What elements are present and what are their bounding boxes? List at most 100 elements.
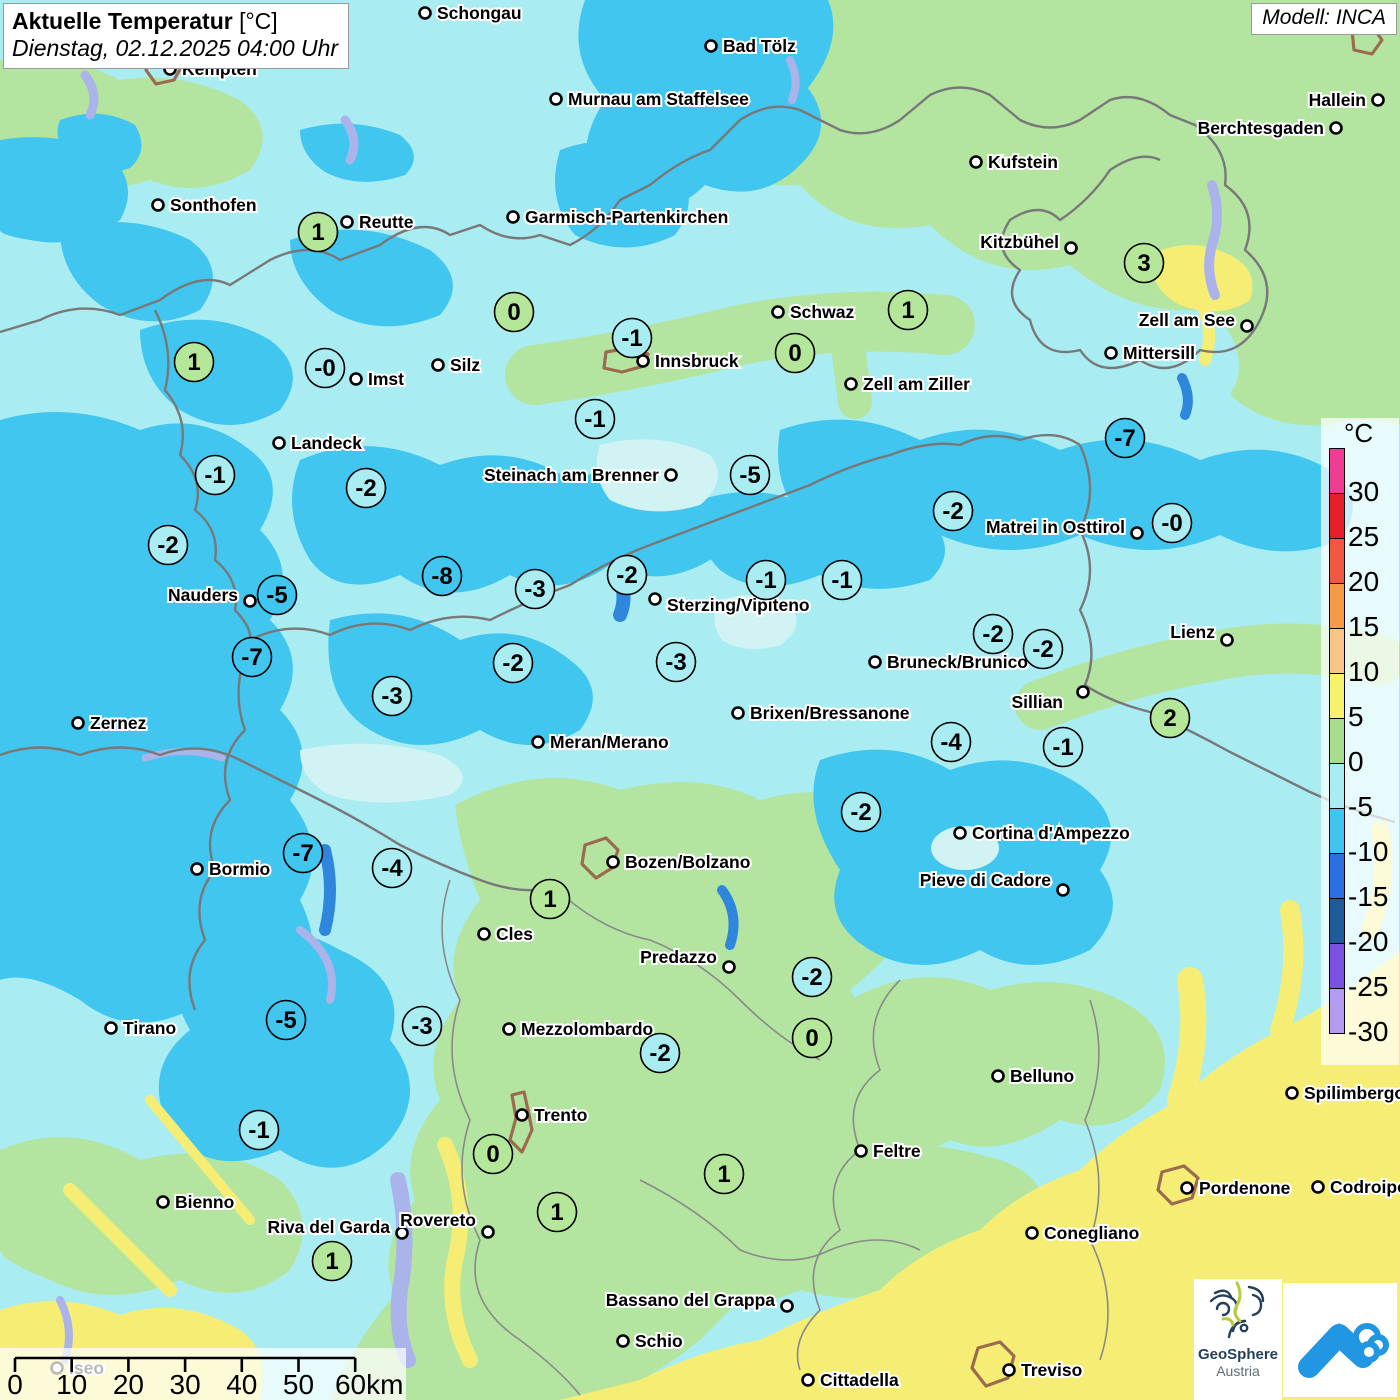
temp-bubble-value: 1 — [187, 349, 200, 376]
city-dot — [151, 198, 165, 212]
city-label: Zell am Ziller — [863, 374, 970, 394]
city-label: Sillian — [1011, 692, 1063, 712]
city-label: Predazzo — [640, 947, 717, 967]
city-label: Brixen/Bressanone — [750, 703, 910, 723]
temp-bubble: -2 — [147, 524, 189, 566]
city-label: Meran/Merano — [550, 732, 669, 752]
city-marker: Steinach am Brenner — [482, 463, 678, 487]
legend-segment — [1329, 943, 1345, 989]
city-label: Bienno — [175, 1192, 234, 1212]
city-label: Silz — [450, 355, 480, 375]
city-label: Feltre — [873, 1141, 921, 1161]
city-dot — [71, 716, 85, 730]
city-marker: Kufstein — [969, 150, 1060, 174]
legend-tick-label: 30 — [1348, 476, 1380, 507]
temp-bubble-value: -5 — [739, 462, 760, 489]
city-label: Kitzbühel — [980, 232, 1059, 252]
inca-logo — [1283, 1283, 1397, 1397]
temp-bubble-circle — [1104, 417, 1146, 459]
temp-bubble-circle — [774, 332, 816, 374]
temp-bubble: -1 — [574, 398, 616, 440]
temp-bubble: -4 — [930, 721, 972, 763]
city-marker: Imst — [349, 367, 406, 391]
city-label: Belluno — [1010, 1066, 1074, 1086]
temp-bubble: 1 — [529, 878, 571, 920]
temp-bubble: 1 — [536, 1191, 578, 1233]
temp-bubble: -1 — [1042, 726, 1084, 768]
city-marker: Schongau — [418, 1, 524, 25]
city-dot — [1056, 883, 1070, 897]
city-label: Murnau am Staffelsee — [568, 89, 749, 109]
temp-bubble-circle — [194, 454, 236, 496]
city-dot — [156, 1195, 170, 1209]
temp-bubble-circle — [611, 317, 653, 359]
city-dot — [854, 1144, 868, 1158]
city-label: Landeck — [291, 433, 362, 453]
city-label: Conegliano — [1044, 1223, 1139, 1243]
city-marker: Reutte — [340, 210, 416, 234]
temp-bubble-circle — [282, 832, 324, 874]
temp-bubble: -3 — [514, 568, 556, 610]
temp-bubble: -2 — [972, 613, 1014, 655]
city-label: Schwaz — [790, 302, 854, 322]
city-dot — [1311, 1180, 1325, 1194]
legend-segment — [1329, 673, 1345, 719]
temp-bubble-value: -8 — [431, 563, 452, 590]
city-dot — [481, 1225, 495, 1239]
title-main: Aktuelle Temperatur — [12, 8, 233, 34]
city-dot — [243, 594, 257, 608]
city-dot — [395, 1226, 409, 1240]
city-dot — [1076, 685, 1090, 699]
city-marker: Spilimbergo — [1285, 1081, 1400, 1105]
temp-bubble-circle — [574, 398, 616, 440]
legend-tick-label: 10 — [1348, 656, 1380, 687]
legend-segment — [1329, 808, 1345, 854]
geosphere-icon — [1209, 1281, 1265, 1339]
legend-tick-label: -25 — [1348, 971, 1389, 1002]
legend-segment — [1329, 898, 1345, 944]
temp-bubble: -5 — [729, 454, 771, 496]
legend-tick-label: -5 — [1348, 791, 1373, 822]
city-label: Schongau — [437, 3, 522, 23]
city-label: Spilimbergo — [1304, 1083, 1400, 1103]
legend-tick-label: -10 — [1348, 836, 1389, 867]
city-label: Pordenone — [1199, 1178, 1291, 1198]
legend-segment — [1329, 448, 1345, 494]
temp-bubble-circle — [371, 675, 413, 717]
temp-bubble: -0 — [304, 347, 346, 389]
city-marker: Zernez — [71, 711, 149, 735]
city-label: Bassano del Grappa — [606, 1290, 775, 1310]
temp-bubble: -5 — [265, 999, 307, 1041]
temp-bubble: -3 — [401, 1005, 443, 1047]
temp-bubble-circle — [1123, 242, 1165, 284]
temp-bubble: -2 — [932, 490, 974, 532]
temp-bubble: -2 — [345, 467, 387, 509]
city-label: Zernez — [90, 713, 147, 733]
temp-bubble-value: -2 — [1032, 636, 1053, 663]
city-marker: Codroipo — [1311, 1175, 1400, 1199]
temp-bubble-value: 1 — [550, 1199, 563, 1226]
temp-bubble-circle — [1022, 628, 1064, 670]
scalebar-label: 60km — [335, 1369, 403, 1400]
legend-tick-label: 5 — [1348, 701, 1364, 732]
city-dot — [868, 655, 882, 669]
city-label: Garmisch-Partenkirchen — [525, 207, 728, 227]
title-unit: [°C] — [232, 8, 278, 34]
city-marker: Innsbruck — [636, 349, 741, 373]
legend-tick-label: -20 — [1348, 926, 1389, 957]
temp-bubble: 2 — [1149, 697, 1191, 739]
temp-bubble-value: -2 — [982, 621, 1003, 648]
city-marker: Predazzo — [638, 945, 736, 974]
legend-tick-label: 0 — [1348, 746, 1364, 777]
city-label: Kufstein — [988, 152, 1058, 172]
city-label: Imst — [368, 369, 404, 389]
temp-bubble-value: 0 — [788, 340, 801, 367]
city-marker: Pordenone — [1180, 1176, 1293, 1200]
temp-bubble: -3 — [371, 675, 413, 717]
city-dot — [418, 6, 432, 20]
temp-bubble-circle — [238, 1109, 280, 1151]
temp-bubble-value: -1 — [584, 406, 605, 433]
temp-bubble-value: -1 — [621, 325, 642, 352]
